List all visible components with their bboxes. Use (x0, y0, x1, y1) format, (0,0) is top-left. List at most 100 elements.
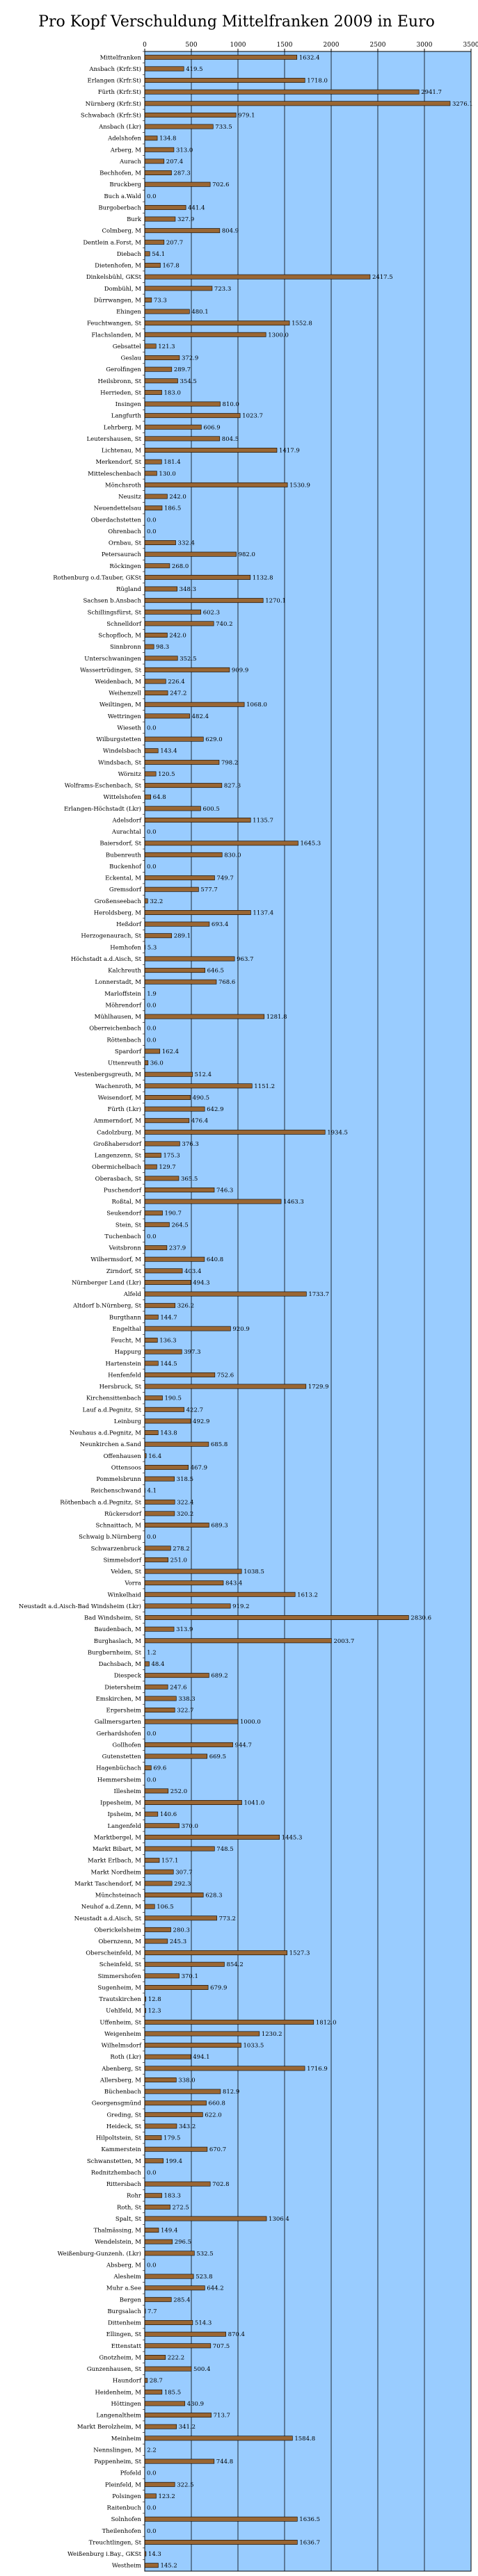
category-label: Kirchensittenbach (86, 1395, 142, 1402)
data-label: 870.4 (228, 2331, 245, 2338)
data-label: 480.1 (191, 309, 208, 316)
bar (144, 401, 221, 407)
data-label: 3276.1 (452, 101, 473, 108)
bar (144, 343, 157, 349)
category-label: Diebach (117, 251, 142, 258)
bar (144, 2066, 305, 2071)
bar (144, 2436, 293, 2441)
category-label: Möhrendorf (105, 1002, 141, 1009)
bar (144, 2516, 298, 2522)
bar (144, 494, 168, 499)
data-label: 1068.0 (246, 702, 267, 708)
data-label: 307.7 (175, 1869, 192, 1876)
bar (144, 1372, 216, 1377)
data-label: 441.4 (188, 204, 205, 211)
bar (144, 1095, 191, 1100)
bar (144, 2424, 177, 2429)
category-label: Dombühl, M (104, 286, 142, 293)
category-label: Hemhofen (110, 944, 141, 951)
x-tick-label: 3500 (463, 42, 478, 49)
bar (144, 1499, 175, 1505)
category-label: Insingen (115, 401, 142, 408)
bar (144, 1811, 159, 1817)
bar (144, 1557, 168, 1562)
category-label: Kalchreuth (108, 968, 141, 975)
bar (144, 1800, 242, 1805)
bar (144, 2135, 162, 2141)
bar (144, 1823, 180, 1829)
category-label: Weißenburg i.Bay., GKSt (67, 2551, 142, 2558)
category-label: Fürth (Lkr) (107, 1105, 141, 1113)
category-label: Großhabersdorf (93, 1141, 142, 1148)
bar (144, 1904, 155, 1909)
category-label: Neustadt a.d.Aisch-Bad Windsheim (Lkr) (19, 1603, 141, 1610)
category-label: Mühlhausen, M (95, 1014, 142, 1021)
bar (144, 1788, 169, 1794)
category-label: Schwabach (Krfr.St) (81, 111, 141, 119)
category-label: Weiltingen, M (99, 702, 141, 708)
data-label: 354.5 (180, 378, 197, 385)
bar (144, 968, 205, 973)
category-label: Wilburgstetten (96, 736, 141, 743)
data-label: 0.0 (147, 864, 157, 870)
data-label: 1729.9 (308, 1384, 329, 1391)
category-label: Nennslingen, M (93, 2447, 141, 2454)
data-label: 121.3 (158, 343, 175, 350)
data-label: 2.2 (147, 2447, 157, 2454)
category-label: Rittersbach (106, 2181, 142, 2188)
bar (144, 1603, 231, 1609)
bar (144, 89, 420, 95)
category-label: Neuendettelsau (94, 505, 142, 512)
bar (144, 2019, 314, 2025)
bar (144, 1846, 215, 1852)
category-label: Obermichelbach (92, 1164, 142, 1171)
bar (144, 1176, 180, 1181)
bar (144, 2285, 205, 2291)
category-label: Hemmersheim (97, 1776, 141, 1783)
data-label: 713.7 (214, 2413, 230, 2420)
category-label: Wittelshofen (104, 794, 142, 801)
data-label: 222.2 (168, 2354, 184, 2361)
category-label: Roth (Lkr) (110, 2053, 141, 2061)
bar (144, 875, 215, 881)
data-label: 812.9 (223, 2089, 239, 2096)
bars (144, 54, 451, 2568)
data-label: 2417.5 (372, 274, 393, 281)
category-label: Oberickelsheim (94, 1927, 141, 1934)
bar (144, 1187, 215, 1192)
data-label: 365.5 (181, 1176, 198, 1183)
category-label: Rohr (127, 2193, 142, 2200)
category-label: Erlangen-Höchstadt (Lkr) (64, 805, 141, 813)
category-label: Heilsbronn, St (98, 378, 142, 385)
category-label: Wilhermsdorf, M (90, 1256, 141, 1263)
category-label: Zirndorf, St (106, 1268, 142, 1275)
data-label: 0.0 (147, 2470, 157, 2477)
category-label: Buckenhof (109, 864, 142, 870)
data-label: 1527.3 (289, 1950, 310, 1957)
category-label: Röttenbach (106, 1037, 141, 1044)
category-label: Trautskirchen (99, 1996, 141, 2003)
data-label: 136.3 (159, 1338, 176, 1345)
data-label: 338.3 (178, 1696, 195, 1703)
data-label: 190.7 (165, 1210, 182, 1217)
category-label: Röthenbach a.d.Pegnitz, St (60, 1499, 141, 1506)
category-label: Hersbruck, St (99, 1384, 142, 1391)
category-label: Dentlein a.Forst, M (83, 239, 141, 246)
category-label: Weißenburg-Gunzenh. (Lkr) (58, 2250, 141, 2258)
bar (144, 204, 186, 210)
bar (144, 783, 223, 788)
category-label: Fürth (Krfr.St) (98, 88, 141, 96)
data-label: 1718.0 (307, 78, 328, 85)
category-label: Spardorf (115, 1048, 142, 1055)
bar (144, 274, 371, 280)
category-label: Gremsdorf (109, 886, 142, 893)
data-label: 348.3 (180, 586, 196, 593)
data-label: 320.2 (177, 1511, 193, 1518)
bar (144, 1950, 287, 1956)
category-label: Oberdachstetten (91, 517, 142, 524)
category-label: Windsbach, St (98, 759, 142, 766)
category-label: Markt Erlbach, M (88, 1858, 141, 1865)
bar (144, 818, 251, 823)
data-label: 376.3 (182, 1141, 198, 1148)
category-label: Rügland (116, 586, 142, 593)
